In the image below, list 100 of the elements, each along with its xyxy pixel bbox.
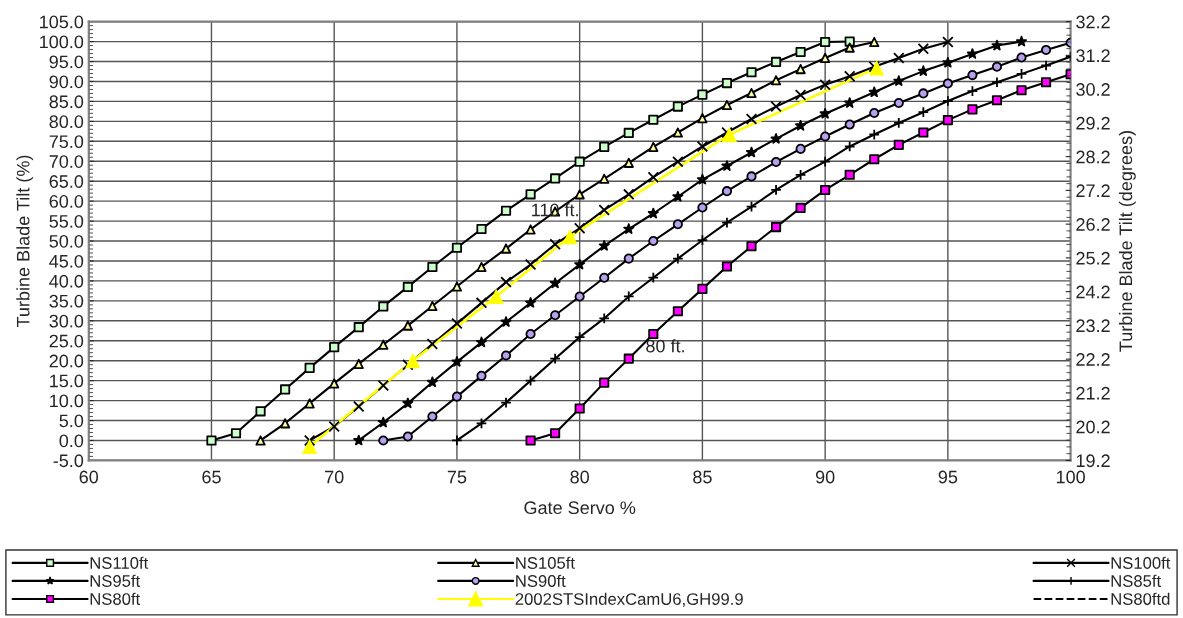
- point: [303, 434, 316, 447]
- y-tick-label: 40.0: [49, 274, 84, 288]
- point: [770, 133, 782, 144]
- point: [966, 48, 978, 59]
- y-tick-label: 90.0: [49, 75, 84, 89]
- point: [942, 36, 954, 48]
- y-tick-label: 65.0: [49, 175, 84, 188]
- point: [451, 356, 463, 367]
- point: [352, 400, 365, 413]
- x-tick-label: 70: [325, 470, 344, 484]
- legend-label: NS100ft: [1111, 556, 1171, 569]
- point: [562, 228, 578, 245]
- point: [622, 290, 635, 303]
- y-tick-label: 55.0: [49, 215, 84, 228]
- point: [402, 358, 414, 371]
- point: [500, 276, 512, 288]
- point: [648, 141, 659, 152]
- y2-tick-label: 19.2: [1076, 454, 1110, 468]
- point: [893, 52, 905, 64]
- point: [329, 378, 340, 389]
- point: [524, 258, 537, 271]
- y-tick-label: 75.0: [49, 135, 84, 149]
- point: [599, 173, 610, 184]
- point: [402, 397, 414, 409]
- point: [917, 65, 929, 76]
- point: [488, 288, 504, 305]
- point: [475, 297, 488, 309]
- point: [843, 140, 856, 153]
- x-tick-label: 95: [938, 470, 958, 484]
- point: [573, 222, 586, 235]
- legend-label: NS90ft: [516, 574, 566, 587]
- y-tick-label: 50.0: [49, 234, 84, 248]
- y2-tick-label: 26.2: [1076, 218, 1110, 231]
- x-tick-label: 75: [447, 470, 467, 484]
- point: [377, 379, 390, 392]
- point: [328, 420, 340, 433]
- y2-tick-label: 30.2: [1076, 83, 1110, 96]
- point: [991, 39, 1003, 51]
- legend-label: NS110ft: [90, 556, 149, 569]
- point: [696, 234, 709, 246]
- point: [745, 146, 758, 158]
- point: [672, 127, 683, 138]
- legend-label: NS80ft: [90, 592, 141, 605]
- y-tick-label: 80.0: [49, 115, 84, 129]
- point: [795, 119, 807, 131]
- point: [377, 416, 389, 428]
- point: [696, 173, 708, 185]
- point: [549, 238, 561, 250]
- x-tick-label: 80: [570, 470, 590, 484]
- x-tick-label: 90: [815, 470, 835, 484]
- annotation: 80 ft.: [646, 339, 684, 353]
- y-tick-label: 105.0: [40, 15, 84, 29]
- point: [794, 169, 807, 181]
- point: [917, 106, 930, 118]
- point: [819, 78, 831, 91]
- point: [353, 358, 364, 369]
- point: [598, 312, 610, 325]
- point: [573, 331, 586, 343]
- point: [524, 374, 537, 387]
- point: [623, 157, 634, 168]
- point: [598, 240, 610, 251]
- y2-tick-label: 27.2: [1076, 184, 1110, 197]
- y2-tick-label: 24.2: [1076, 285, 1110, 299]
- point: [697, 113, 708, 124]
- y2-tick-label: 22.2: [1076, 353, 1110, 366]
- point: [476, 261, 487, 273]
- x-tick-label: 65: [202, 470, 221, 484]
- y2-tick-label: 32.2: [1076, 15, 1110, 29]
- point: [500, 316, 512, 327]
- point: [426, 338, 439, 350]
- y-tick-label: 10.0: [50, 394, 84, 408]
- point: [427, 300, 438, 312]
- point: [304, 398, 315, 409]
- point: [475, 336, 488, 348]
- y-tick-label: 25.0: [49, 334, 84, 348]
- point: [672, 252, 684, 265]
- point: [402, 320, 413, 331]
- y-tick-label: 85.0: [49, 95, 84, 109]
- y-tick-label: 60.0: [49, 195, 84, 208]
- point: [844, 97, 856, 108]
- point: [549, 277, 561, 289]
- point: [405, 353, 421, 369]
- point: [696, 140, 709, 153]
- y2-axis-title: Turbine Blade Tilt (degrees): [1118, 131, 1136, 352]
- y-tick-label: 45.0: [49, 254, 84, 268]
- y-tick-label: 35.0: [49, 294, 84, 308]
- x-tick-label: 60: [79, 470, 99, 484]
- point: [819, 108, 831, 119]
- point: [525, 297, 537, 308]
- point: [746, 87, 757, 99]
- y2-tick-label: 29.2: [1076, 116, 1110, 130]
- point: [672, 190, 684, 202]
- point: [820, 52, 831, 64]
- point: [745, 200, 758, 213]
- point: [819, 155, 831, 168]
- point: [869, 36, 880, 48]
- legend-label: NS95ft: [90, 574, 141, 587]
- point: [623, 223, 635, 234]
- point: [255, 435, 266, 446]
- point: [795, 64, 806, 75]
